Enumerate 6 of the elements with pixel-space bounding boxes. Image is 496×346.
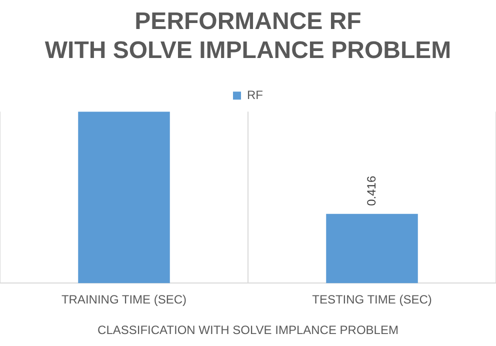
chart-title: PERFORMANCE RF WITH SOLVE IMPLANCE PROBLEM: [44, 8, 452, 64]
legend-label: RF: [247, 88, 263, 102]
x-tick-label: TRAINING TIME (SEC): [61, 292, 187, 307]
x-tick-label: TESTING TIME (SEC): [312, 292, 432, 307]
x-axis-title: CLASSIFICATION WITH SOLVE IMPLANCE PROBLEM: [98, 323, 398, 338]
data-label: 0.416: [364, 176, 378, 206]
